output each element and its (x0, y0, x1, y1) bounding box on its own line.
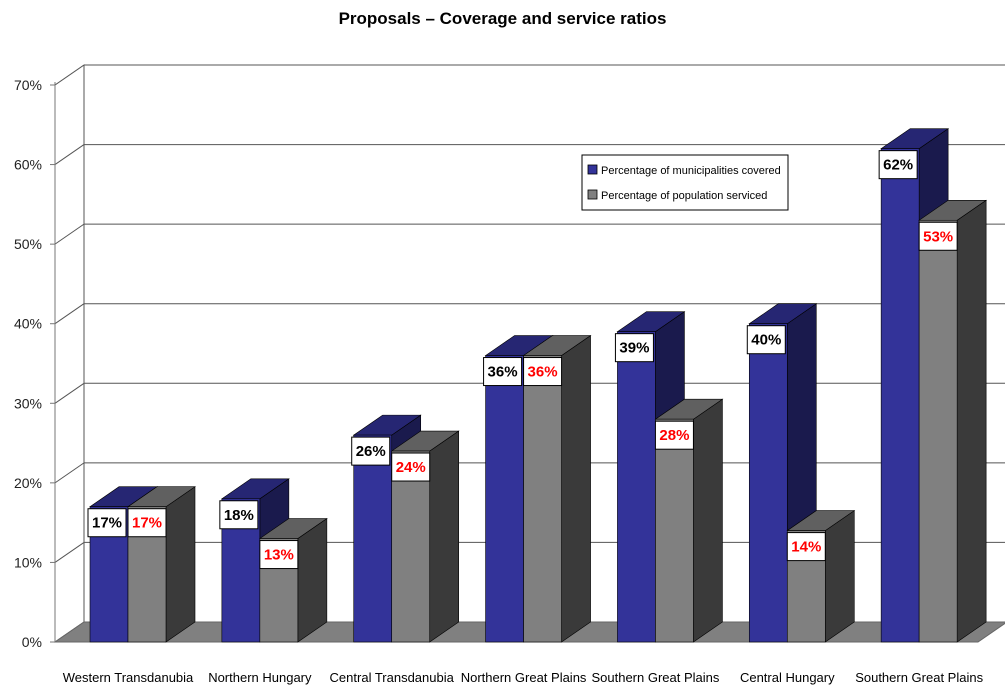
bar (654, 398, 724, 643)
gridline-side (54, 64, 85, 86)
data-label: 26% (351, 436, 391, 466)
data-label: 17% (87, 508, 127, 538)
data-label: 28% (654, 420, 694, 450)
data-label-box (127, 508, 167, 538)
gridline-side (54, 223, 85, 245)
bar-front (485, 355, 524, 643)
data-label-box (746, 325, 786, 355)
bar-front (918, 219, 958, 643)
data-label-box (351, 436, 391, 466)
x-tick-label: Central Transdanubia (330, 670, 455, 685)
data-label-text: 39% (619, 340, 649, 357)
data-label-box (259, 540, 299, 570)
y-tick-label: 60% (14, 157, 42, 173)
legend: Percentage of municipalities covered Perc… (581, 154, 789, 211)
bar-front (523, 355, 562, 643)
y-tick-label: 50% (14, 236, 42, 252)
x-tick-label: Northern Great Plains (461, 670, 587, 685)
data-label: 18% (219, 500, 259, 530)
y-tick-label: 0% (22, 634, 42, 650)
bar-side (297, 517, 328, 643)
data-label: 62% (878, 150, 918, 180)
x-tick-label: Southern Great Plains (591, 670, 719, 685)
left-wall (54, 64, 85, 643)
bar-front (617, 331, 656, 643)
data-label: 24% (391, 452, 431, 482)
y-tick-label: 40% (14, 316, 42, 332)
data-label-text: 17% (92, 515, 122, 532)
data-label-box (786, 532, 826, 562)
bar (880, 128, 950, 643)
bar (390, 430, 460, 643)
data-label: 53% (918, 221, 958, 251)
data-label: 14% (786, 532, 826, 562)
legend-swatch (587, 189, 598, 200)
data-label-box (391, 452, 431, 482)
legend-label: Percentage of municipalities covered (601, 165, 781, 177)
data-label-text: 36% (488, 364, 518, 381)
bar-side (824, 510, 855, 643)
bar-side (693, 398, 723, 643)
bar-front (880, 148, 920, 643)
x-tick-label: Northern Hungary (208, 670, 312, 685)
x-tick-label: Central Hungary (740, 670, 835, 685)
data-label-text: 24% (396, 459, 426, 476)
y-tick-label: 30% (14, 395, 42, 411)
data-label: 13% (259, 540, 299, 570)
bar-front (748, 323, 788, 643)
legend-box (581, 154, 789, 211)
data-label: 40% (746, 325, 786, 355)
legend-swatch (587, 164, 598, 175)
data-label-text: 53% (923, 228, 953, 245)
bar (258, 517, 328, 643)
y-tick-label: 20% (14, 475, 42, 491)
y-tick-label: 70% (14, 77, 42, 93)
data-label-text: 28% (659, 427, 689, 444)
gridline-side (54, 542, 85, 563)
x-tick-label: Western Transdanubia (63, 670, 194, 685)
legend-label: Percentage of population serviced (601, 190, 767, 202)
data-label: 36% (483, 357, 523, 387)
data-label: 39% (614, 333, 654, 363)
data-label-box (654, 420, 694, 450)
gridline-side (54, 462, 85, 484)
data-label-text: 17% (132, 515, 162, 532)
y-tick-label: 10% (14, 554, 42, 570)
data-label-box (878, 150, 918, 180)
data-label-box (614, 333, 654, 363)
chart-title: Proposals – Coverage and service ratios (338, 9, 667, 28)
data-label-text: 18% (224, 507, 254, 524)
bar-side (429, 430, 460, 643)
bar-side (956, 199, 987, 643)
data-label-box (87, 508, 127, 538)
bar-front (391, 450, 431, 643)
bar (918, 199, 988, 643)
data-label-text: 40% (751, 332, 781, 349)
data-label-box (523, 357, 563, 387)
data-label-text: 62% (883, 157, 913, 174)
bar (522, 334, 592, 643)
bar-side (165, 486, 196, 643)
bar (786, 510, 856, 643)
data-label-box (918, 221, 958, 251)
data-label-text: 14% (791, 539, 821, 556)
data-label: 36% (523, 357, 563, 387)
gridline-side (54, 303, 85, 325)
data-label-text: 36% (528, 364, 558, 381)
data-label-text: 26% (356, 443, 386, 460)
data-label-box (483, 357, 523, 387)
bar-front (353, 434, 393, 643)
gridline-side (54, 144, 85, 165)
data-label-box (219, 500, 259, 530)
bar-front (655, 418, 694, 643)
data-label-text: 13% (264, 547, 294, 564)
bar-side (561, 334, 591, 643)
x-tick-label: Southern Great Plains (855, 670, 983, 685)
data-label: 17% (127, 508, 167, 538)
gridline-side (54, 382, 85, 404)
